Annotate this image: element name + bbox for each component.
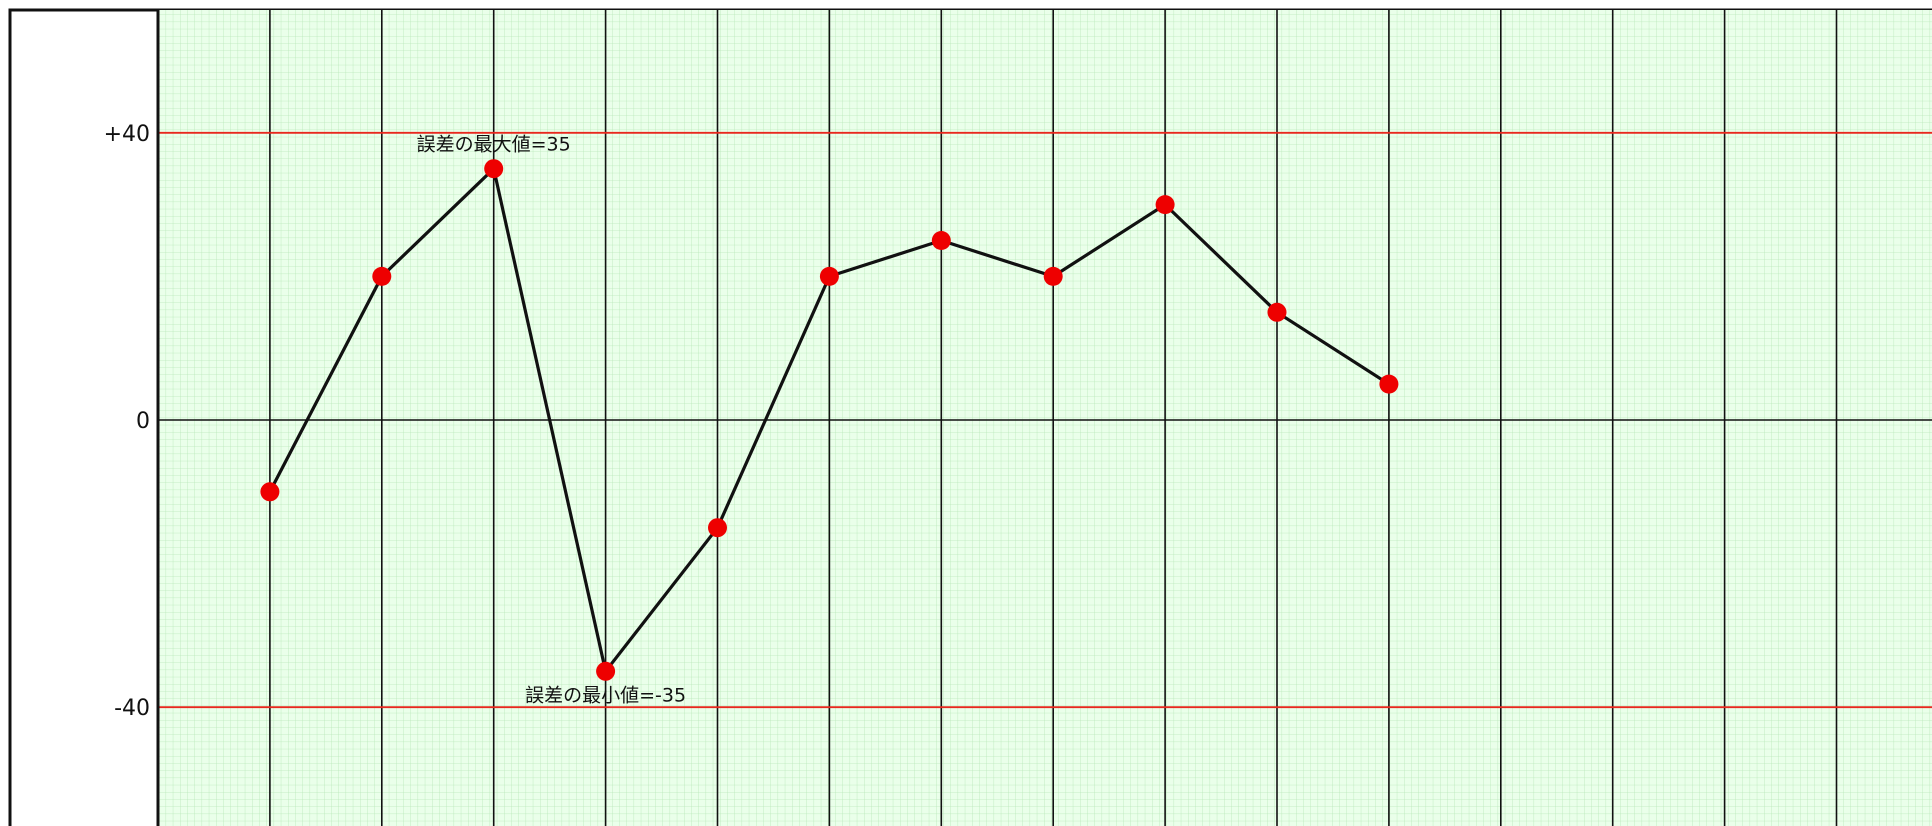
data-point: [372, 266, 392, 286]
data-point: [1267, 302, 1287, 322]
y-tick-label: -40: [114, 696, 150, 721]
data-point: [1043, 266, 1063, 286]
y-tick-label: 0: [136, 409, 150, 434]
major-grid: [158, 10, 1932, 826]
annotation-layer: 誤差の最大値=35 誤差の最小値=-35: [417, 134, 686, 707]
data-annotation: 誤差の最大値=35: [417, 134, 571, 156]
y-axis-tick-labels: +40 0 -40: [104, 122, 150, 721]
data-point: [1379, 374, 1399, 394]
series-layer: [260, 159, 1399, 681]
data-annotation: 誤差の最小値=-35: [525, 684, 686, 706]
data-point: [708, 518, 727, 538]
data-point: [596, 661, 616, 681]
data-point: [484, 159, 504, 179]
data-point: [260, 482, 280, 502]
plot-area: [158, 10, 1932, 826]
data-point: [819, 266, 839, 286]
reference-lines: [158, 131, 1932, 709]
data-point: [931, 231, 951, 250]
y-tick-label: +40: [104, 122, 150, 147]
data-point: [1155, 195, 1175, 215]
